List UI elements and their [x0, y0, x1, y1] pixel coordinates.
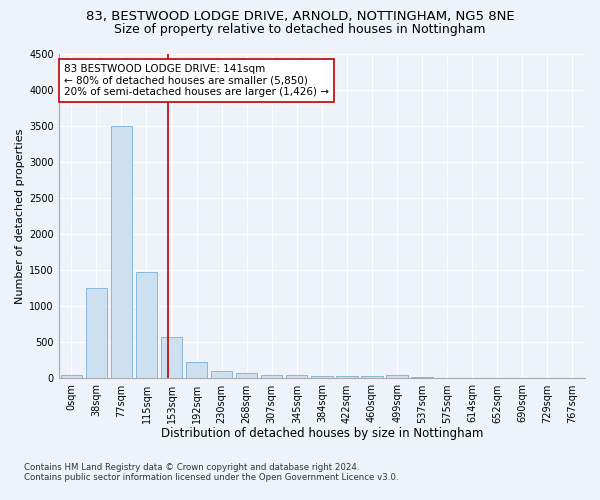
Text: Contains HM Land Registry data © Crown copyright and database right 2024.: Contains HM Land Registry data © Crown c…	[24, 464, 359, 472]
Bar	[61, 375, 82, 378]
Bar	[236, 372, 257, 378]
Bar	[361, 376, 383, 378]
Bar	[336, 376, 358, 378]
Bar	[311, 376, 332, 378]
Bar	[111, 126, 132, 378]
Bar	[286, 375, 307, 378]
Text: 83, BESTWOOD LODGE DRIVE, ARNOLD, NOTTINGHAM, NG5 8NE: 83, BESTWOOD LODGE DRIVE, ARNOLD, NOTTIN…	[86, 10, 514, 23]
Text: Contains public sector information licensed under the Open Government Licence v3: Contains public sector information licen…	[24, 473, 398, 482]
Bar	[86, 288, 107, 378]
Bar	[412, 376, 433, 378]
Text: Size of property relative to detached houses in Nottingham: Size of property relative to detached ho…	[114, 22, 486, 36]
Bar	[136, 272, 157, 378]
Bar	[261, 375, 283, 378]
Bar	[161, 337, 182, 378]
X-axis label: Distribution of detached houses by size in Nottingham: Distribution of detached houses by size …	[161, 427, 483, 440]
Bar	[386, 375, 408, 378]
Text: 83 BESTWOOD LODGE DRIVE: 141sqm
← 80% of detached houses are smaller (5,850)
20%: 83 BESTWOOD LODGE DRIVE: 141sqm ← 80% of…	[64, 64, 329, 97]
Bar	[211, 370, 232, 378]
Y-axis label: Number of detached properties: Number of detached properties	[15, 128, 25, 304]
Bar	[186, 362, 207, 378]
